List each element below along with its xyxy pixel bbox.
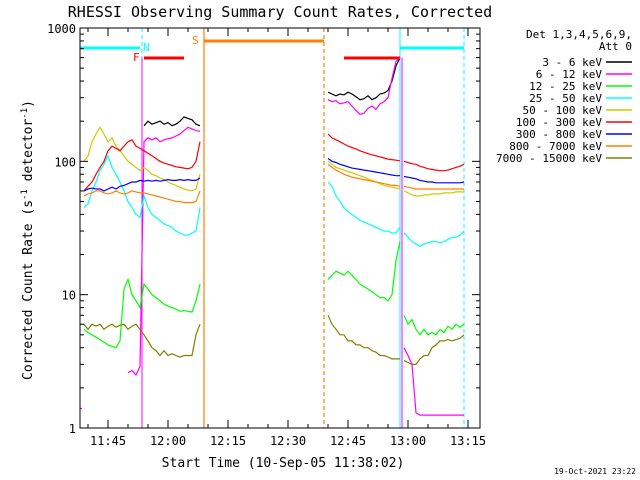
- legend-label: 300 - 800 keV: [516, 128, 602, 141]
- series-line-3: [83, 154, 201, 236]
- x-tick-label: 12:45: [330, 434, 366, 448]
- series-line-8: [83, 323, 201, 358]
- y-tick-label: 1000: [47, 22, 76, 36]
- legend-label: 6 - 12 keV: [536, 68, 603, 81]
- y-axis-label-mid: detector: [21, 119, 36, 190]
- y-tick-label: 1: [69, 422, 76, 436]
- series-line-3: [403, 230, 465, 248]
- series-line-4: [83, 126, 201, 192]
- series-line-8: [327, 315, 400, 360]
- plot-markers: N S F: [79, 28, 465, 428]
- y-axis-label-sup2: -1: [20, 108, 30, 119]
- series-line-3: [327, 181, 401, 234]
- series-line-8: [403, 334, 465, 365]
- y-axis-label: Corrected Count Rate (s-1 detector-1): [20, 100, 36, 380]
- series-line-6: [403, 175, 465, 184]
- y-axis-label-sup1: -1: [20, 189, 30, 200]
- y-tick-label: 100: [54, 155, 76, 169]
- series-line-7: [83, 190, 201, 204]
- legend-label: 50 - 100 keV: [523, 104, 603, 117]
- x-tick-label: 12:00: [150, 434, 186, 448]
- legend-label: 25 - 50 keV: [529, 92, 602, 105]
- series-line-7: [403, 185, 464, 190]
- chart-title: RHESSI Observing Summary Count Rates, Co…: [68, 3, 492, 21]
- x-axis-label: Start Time (10-Sep-05 11:38:02): [162, 456, 405, 471]
- night-label: N: [143, 41, 150, 54]
- x-tick-label: 12:15: [210, 434, 246, 448]
- legend-label: 7000 - 15000 keV: [496, 152, 602, 165]
- plot-frame: [79, 27, 481, 429]
- legend-label: 100 - 300 keV: [516, 116, 602, 129]
- series-line-4: [327, 160, 401, 190]
- series-line-7: [327, 163, 401, 187]
- x-tick-label: 13:15: [450, 434, 486, 448]
- series-line-6: [83, 177, 201, 192]
- series-line-5: [403, 160, 465, 172]
- footer-date: 19-Oct-2021 23:22: [554, 467, 636, 476]
- plot-series: [80, 57, 465, 416]
- series-line-6: [327, 158, 400, 177]
- series-line-1: [327, 57, 401, 116]
- series-line-5: [327, 133, 401, 162]
- legend-header-2: Att 0: [599, 40, 632, 53]
- flare-label: F: [133, 51, 140, 64]
- y-tick-label: 10: [62, 289, 76, 303]
- legend-label: 800 - 7000 keV: [509, 140, 602, 153]
- legend-header-1: Det 1,3,4,5,6,9,: [526, 28, 632, 41]
- series-line-2: [403, 315, 465, 336]
- x-tick-label: 11:45: [90, 434, 126, 448]
- series-line-1: [403, 347, 464, 416]
- series-line-0: [327, 57, 401, 101]
- series-line-4: [403, 190, 464, 197]
- saa-label: S: [192, 34, 199, 47]
- plot-axes: 11:45 12:00 12:15 12:30 12:45 13:00 13:15 1 10 10…: [47, 22, 486, 448]
- series-line-5: [83, 139, 201, 192]
- series-line-2: [83, 277, 201, 349]
- series-line-0: [143, 116, 201, 127]
- y-axis-label-end: ): [21, 100, 36, 108]
- y-axis-label-main: Corrected Count Rate (s: [21, 200, 36, 380]
- x-tick-label: 13:00: [390, 434, 426, 448]
- legend-label: 3 - 6 keV: [542, 56, 602, 69]
- series-line-2: [327, 241, 401, 302]
- series-line-1: [127, 126, 201, 376]
- legend-label: 12 - 25 keV: [529, 80, 602, 93]
- x-tick-label: 12:30: [270, 434, 306, 448]
